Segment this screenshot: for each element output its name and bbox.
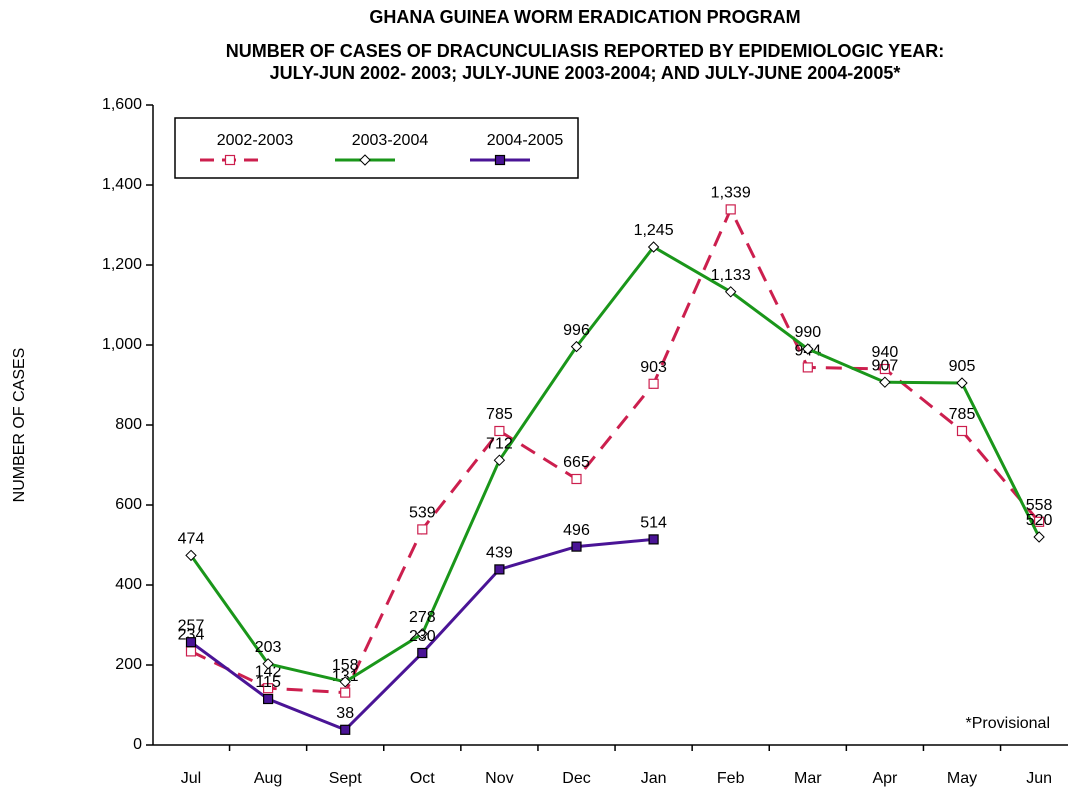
data-label: 1,133	[711, 267, 751, 284]
data-label: 1,339	[711, 185, 751, 202]
data-label: 903	[640, 359, 667, 376]
data-label: 990	[794, 324, 821, 341]
marker	[1033, 516, 1045, 527]
data-label: 439	[486, 545, 513, 562]
marker	[262, 658, 274, 670]
marker	[571, 541, 582, 552]
data-label: 115	[255, 674, 281, 691]
y-tick-label: 1,400	[102, 176, 142, 193]
marker	[571, 473, 582, 485]
data-label: 278	[409, 609, 436, 626]
marker	[263, 683, 274, 694]
marker	[493, 454, 506, 466]
data-label: 785	[949, 406, 976, 423]
marker	[339, 676, 351, 688]
y-tick-label: 1,000	[102, 336, 142, 353]
data-label: 257	[178, 617, 205, 634]
data-label: 1,245	[634, 222, 674, 239]
marker	[802, 343, 814, 355]
data-label: 158	[332, 657, 359, 674]
legend-label: 2003-2004	[352, 132, 429, 149]
marker	[648, 534, 659, 545]
marker	[956, 377, 968, 389]
data-label: 712	[486, 435, 513, 452]
x-tick-label: May	[947, 770, 977, 787]
data-label: 514	[640, 515, 667, 532]
marker	[417, 647, 428, 659]
annotation: *Provisional	[966, 715, 1050, 732]
y-axis-label: NUMBER OF CASES	[11, 348, 28, 503]
legend-marker	[224, 154, 236, 166]
marker	[648, 378, 659, 389]
marker	[802, 362, 813, 373]
marker	[263, 693, 274, 705]
x-tick-label: Mar	[794, 770, 822, 787]
marker	[570, 340, 583, 353]
data-label: 234	[178, 627, 205, 644]
y-tick-label: 0	[133, 736, 142, 753]
series-line	[190, 205, 1041, 695]
legend-box	[174, 117, 579, 179]
marker	[494, 564, 505, 575]
x-tick-label: Sept	[329, 770, 362, 787]
x-tick-label: Jan	[641, 770, 667, 787]
legend-marker	[494, 154, 506, 166]
legend-label: 2004-2005	[487, 132, 564, 149]
x-tick-label: Jul	[181, 770, 201, 787]
series-line	[189, 245, 1041, 684]
marker	[185, 549, 197, 562]
marker	[725, 204, 736, 215]
data-label: 230	[409, 628, 436, 645]
x-tick-label: Apr	[872, 770, 898, 787]
data-label: 520	[1026, 512, 1053, 529]
chart-subtitle: JULY-JUN 2002- 2003; JULY-JUNE 2003-2004…	[270, 63, 901, 83]
chart-subtitle: NUMBER OF CASES OF DRACUNCULIASIS REPORT…	[226, 41, 944, 61]
x-tick-label: Feb	[717, 770, 745, 787]
x-tick-label: Dec	[562, 770, 590, 787]
marker	[647, 241, 660, 253]
data-label: 474	[178, 531, 205, 548]
marker	[724, 286, 737, 298]
data-label: 142	[255, 663, 282, 680]
y-tick-label: 800	[115, 416, 142, 433]
data-label: 496	[563, 522, 590, 539]
data-label: 539	[409, 505, 436, 522]
y-tick-label: 400	[115, 576, 142, 593]
y-tick-label: 200	[115, 656, 142, 673]
marker	[494, 425, 505, 437]
marker	[416, 628, 429, 640]
marker	[879, 363, 891, 375]
x-tick-label: Jun	[1026, 770, 1052, 787]
y-tick-label: 1,600	[102, 96, 142, 113]
y-tick-label: 1,200	[102, 256, 142, 273]
data-label: 203	[255, 639, 282, 656]
x-tick-label: Nov	[485, 770, 513, 787]
marker	[340, 724, 351, 735]
marker	[956, 425, 968, 437]
data-label: 905	[949, 358, 976, 375]
data-label: 665	[563, 454, 590, 471]
data-label: 907	[872, 357, 899, 374]
marker	[1033, 531, 1045, 543]
chart-title: GHANA GUINEA WORM ERADICATION PROGRAM	[369, 7, 800, 27]
legend-marker	[359, 154, 371, 166]
x-tick-label: Oct	[410, 770, 435, 787]
y-tick-label: 600	[115, 496, 142, 513]
marker	[185, 646, 197, 657]
data-label: 38	[336, 705, 354, 722]
marker	[417, 524, 428, 535]
marker	[879, 376, 891, 388]
data-label: 785	[486, 406, 513, 423]
data-label: 996	[563, 322, 590, 339]
marker	[340, 687, 351, 698]
marker	[185, 637, 197, 648]
data-label: 558	[1026, 497, 1053, 514]
x-tick-label: Aug	[254, 770, 282, 787]
data-label: 940	[872, 344, 899, 361]
legend-label: 2002-2003	[217, 132, 294, 149]
